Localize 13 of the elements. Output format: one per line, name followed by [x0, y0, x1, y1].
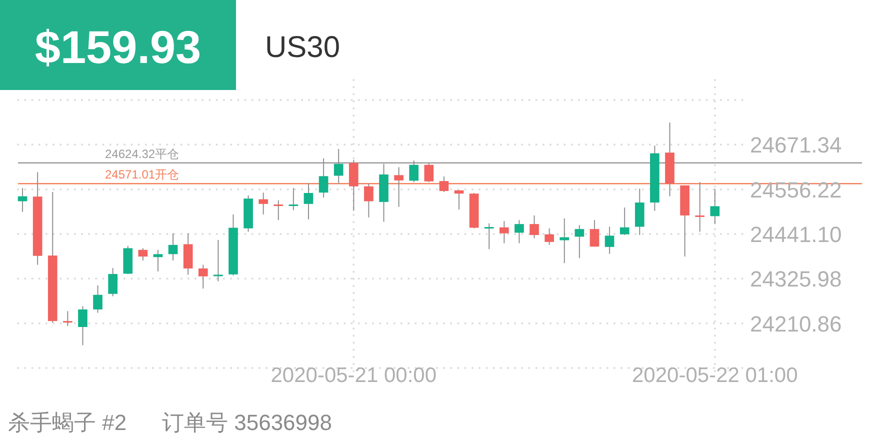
text: 杀手蝎子 #2: [8, 410, 127, 435]
y-tick-label: 24210.86: [750, 311, 842, 336]
ref-line-label: 24571.01开仓: [105, 168, 180, 182]
ref-line-label: 24624.32平仓: [105, 146, 180, 161]
text: $159.93: [34, 21, 202, 73]
x-tick-label: 2020-05-21 00:00: [270, 364, 437, 387]
y-tick-label: 24671.34: [750, 132, 842, 158]
y-tick-label: 24441.10: [750, 222, 842, 247]
chart-title: US30: [265, 31, 340, 64]
y-tick-label: 24325.98: [750, 266, 842, 292]
y-tick-label: 24556.22: [750, 177, 842, 202]
x-tick-label: 2020-05-22 01:00: [632, 364, 798, 387]
text: 订单号 35636998: [162, 410, 332, 435]
